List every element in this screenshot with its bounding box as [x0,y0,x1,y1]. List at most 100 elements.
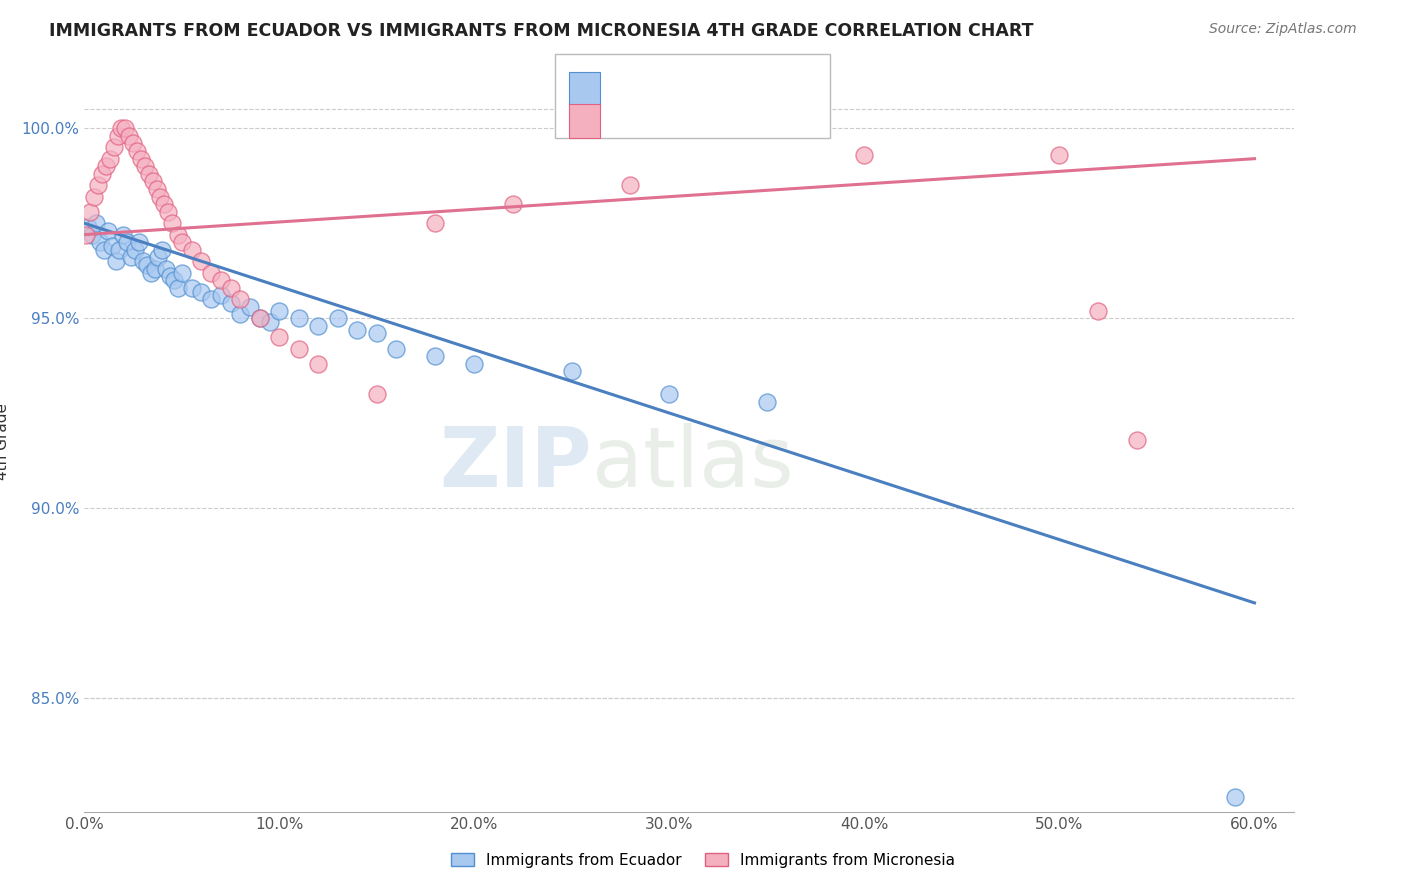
Point [89,235,111,250]
Point [84,216,107,230]
Point [167,281,190,295]
Point [307,357,329,371]
Point [79,204,101,219]
Point [463,357,485,371]
Point [346,322,368,336]
Point [118,128,141,143]
Point [561,364,583,378]
Point [104,254,127,268]
Point [853,148,876,162]
Point [658,387,681,401]
Point [619,178,641,193]
Point [83,189,105,203]
Point [219,281,242,295]
Text: N =: N = [717,112,754,130]
Point [77,220,100,235]
Point [112,227,135,242]
Text: 0.186: 0.186 [644,112,702,130]
Point [259,315,281,329]
Point [209,273,232,287]
Point [160,216,183,230]
Point [103,140,125,154]
Point [269,330,291,344]
Point [180,243,202,257]
Point [132,254,155,268]
Text: 43: 43 [755,112,779,130]
Point [200,266,222,280]
Point [1126,433,1149,447]
Point [502,197,524,211]
Point [269,303,291,318]
Point [110,121,132,136]
Point [307,318,329,333]
Point [229,307,252,321]
Point [167,227,190,242]
Point [93,243,115,257]
Point [117,235,139,250]
Point [135,258,157,272]
Text: 47: 47 [755,80,779,98]
Text: N =: N = [717,80,754,98]
Point [90,167,112,181]
Text: R =: R = [607,80,644,98]
Text: atlas: atlas [592,423,794,504]
Point [163,273,186,287]
Point [98,152,121,166]
Point [1223,789,1246,804]
Point [155,261,177,276]
Point [107,128,129,143]
Point [288,342,311,356]
Point [1087,303,1109,318]
Point [122,136,145,151]
Point [157,204,180,219]
Point [114,121,136,136]
Point [239,300,262,314]
Point [134,159,156,173]
Point [190,254,212,268]
Point [209,288,232,302]
Point [120,251,142,265]
Point [143,261,166,276]
Point [425,349,447,363]
Text: ZIP: ZIP [440,423,592,504]
Point [1049,148,1071,162]
Point [170,235,193,250]
Point [82,227,104,242]
Point [100,239,122,253]
Point [148,251,170,265]
Point [153,197,176,211]
Point [200,292,222,306]
Text: R =: R = [607,112,644,130]
Point [149,189,172,203]
Point [128,235,150,250]
Point [142,174,165,188]
Legend: Immigrants from Ecuador, Immigrants from Micronesia: Immigrants from Ecuador, Immigrants from… [443,845,963,875]
Point [219,296,242,310]
Point [159,269,181,284]
Point [125,144,148,158]
Point [94,159,117,173]
Point [129,152,152,166]
Point [366,387,388,401]
Point [170,266,193,280]
Text: IMMIGRANTS FROM ECUADOR VS IMMIGRANTS FROM MICRONESIA 4TH GRADE CORRELATION CHAR: IMMIGRANTS FROM ECUADOR VS IMMIGRANTS FR… [49,22,1033,40]
Point [385,342,408,356]
Point [326,311,349,326]
Point [229,292,252,306]
Text: -0.614: -0.614 [644,80,703,98]
Point [138,167,160,181]
Point [139,266,162,280]
Point [150,243,173,257]
Point [87,178,110,193]
Point [180,281,202,295]
Point [75,227,97,242]
Point [124,243,146,257]
Point [366,326,388,341]
Point [108,243,131,257]
Point [249,311,271,326]
Text: Source: ZipAtlas.com: Source: ZipAtlas.com [1209,22,1357,37]
Point [97,224,120,238]
Point [425,216,447,230]
Point [190,285,212,299]
Point [288,311,311,326]
